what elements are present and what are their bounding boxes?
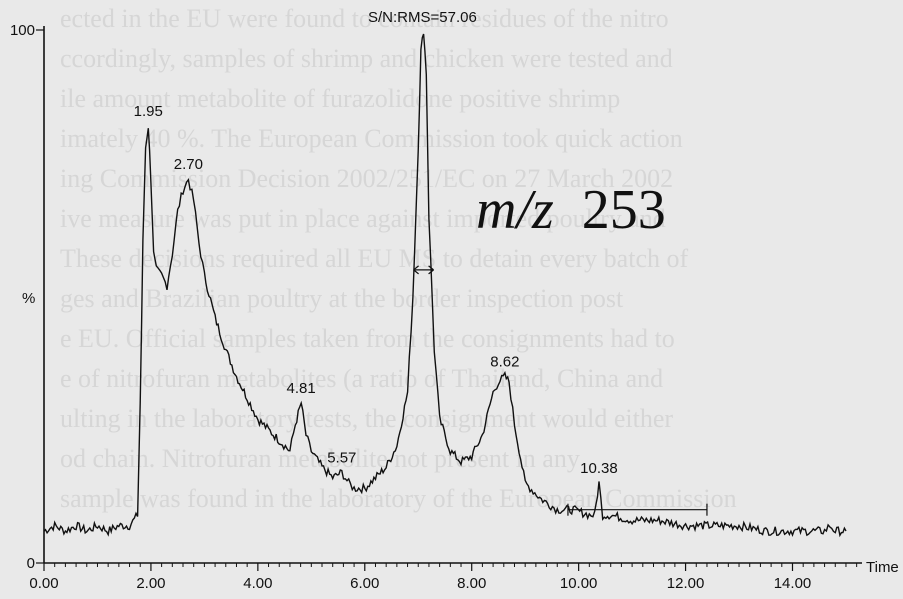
x-tick-label: 0.00 xyxy=(29,575,58,592)
peak-label: 2.70 xyxy=(174,156,203,173)
mz-annotation-value: 253 xyxy=(582,179,666,241)
x-tick-label: 14.00 xyxy=(774,575,812,592)
x-tick-label: 2.00 xyxy=(136,575,165,592)
y-tick-label: 100 xyxy=(10,22,35,39)
peak-label: 4.81 xyxy=(287,380,316,397)
chart-markers xyxy=(413,265,708,516)
chromatogram-trace xyxy=(43,33,847,538)
mz-annotation: m/z 253 xyxy=(476,179,666,241)
peak-label: 10.38 xyxy=(580,460,618,477)
y-axis-label: % xyxy=(22,290,35,307)
x-tick-label: 12.00 xyxy=(667,575,705,592)
x-tick-label: 8.00 xyxy=(457,575,486,592)
x-tick-label: 10.00 xyxy=(560,575,598,592)
peak-label: 8.62 xyxy=(490,353,519,370)
sn-rms-label: S/N:RMS=57.06 xyxy=(368,9,477,26)
y-tick-label: 0 xyxy=(27,555,35,572)
chart-axes xyxy=(43,26,862,564)
x-tick-label: 4.00 xyxy=(243,575,272,592)
chart-ticks: 0.00 2.00 4.00 6.00 8.00 10.00 12.00 14.00 0 100 xyxy=(10,22,858,592)
x-tick-label: 6.00 xyxy=(350,575,379,592)
x-axis-label: Time xyxy=(866,559,899,576)
peak-label: 1.95 xyxy=(134,103,163,120)
sn-signal-arrows xyxy=(413,265,434,275)
peak-label: 5.57 xyxy=(327,449,356,466)
mz-annotation-italic: m/z xyxy=(476,179,554,241)
peak-labels: 1.95 2.70 4.81 5.57 8.62 10.38 xyxy=(134,103,618,477)
